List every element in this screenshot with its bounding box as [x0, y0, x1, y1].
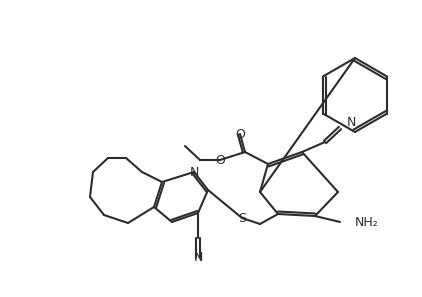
Text: S: S — [238, 211, 246, 225]
Text: NH₂: NH₂ — [355, 216, 379, 228]
Text: N: N — [193, 251, 203, 264]
Text: N: N — [347, 116, 356, 129]
Text: O: O — [215, 154, 225, 167]
Text: N: N — [189, 165, 199, 178]
Text: O: O — [235, 127, 245, 140]
